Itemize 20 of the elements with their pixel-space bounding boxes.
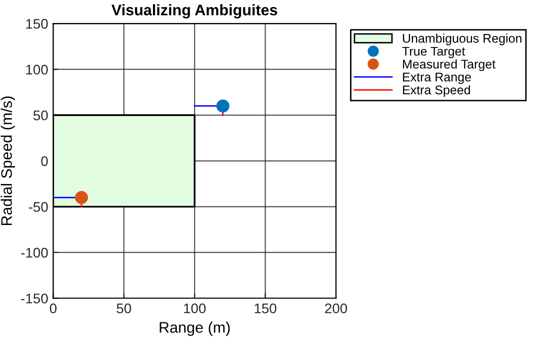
- legend-label: Extra Speed: [403, 85, 470, 97]
- x-tick-label: 100: [184, 303, 206, 314]
- x-tick-label: 0: [50, 303, 57, 314]
- y-tick-label: -50: [28, 202, 48, 212]
- x-axis-title: Range (m): [160, 322, 230, 336]
- y-tick-label: -150: [21, 294, 48, 304]
- legend-label: Extra Range: [403, 72, 471, 84]
- y-tick-label: 50: [33, 110, 48, 120]
- y-tick-label: -100: [21, 248, 48, 258]
- chart-title: Visualizing Ambiguites: [112, 4, 278, 18]
- y-tick-label: 150: [26, 18, 48, 29]
- legend-label: True Target: [402, 46, 466, 58]
- y-tick-label: 0: [41, 156, 48, 166]
- legend-label: Measured Target: [403, 59, 496, 72]
- x-tick-label: 200: [325, 303, 348, 314]
- y-tick-label: 100: [26, 64, 48, 75]
- x-tick-label: 50: [116, 303, 132, 314]
- y-axis-title: Radial Speed (m/s): [0, 96, 15, 226]
- legend-label: Unambiguous Region: [402, 34, 522, 46]
- x-tick-label: 150: [254, 303, 276, 314]
